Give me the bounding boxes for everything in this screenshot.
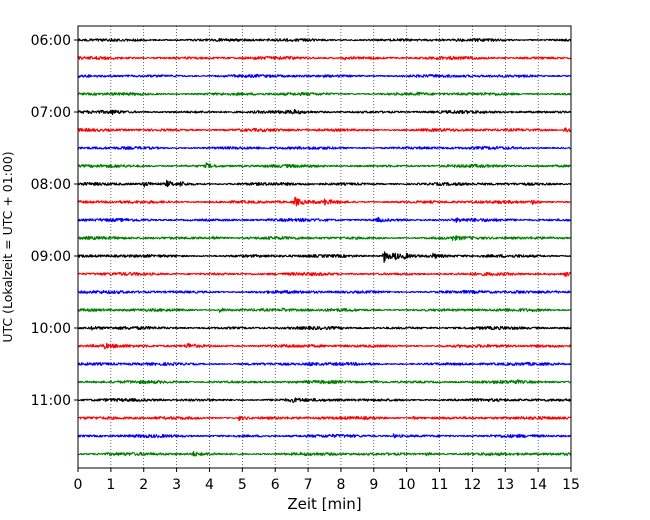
trace-0815 [77,196,572,207]
x-tick-label: 10 [398,477,416,493]
y-tick-label: 06:00 [31,33,71,49]
trace-0745 [77,162,572,169]
trace-0615 [77,55,572,61]
trace-0930 [77,289,572,295]
y-tick-label: 11:00 [31,393,71,409]
x-tick-label: 12 [463,477,481,493]
trace-0945 [77,307,572,313]
x-tick-label: 6 [271,477,280,493]
plot-area-frame [77,25,572,469]
trace-1030 [77,361,572,367]
x-tick-label: 11 [431,477,449,493]
x-tick-label: 14 [529,477,547,493]
trace-0645 [77,91,572,97]
y-tick-label: 09:00 [31,249,71,265]
y-tick-label: 10:00 [31,321,71,337]
trace-0715 [77,127,572,133]
x-tick-label: 1 [106,477,115,493]
trace-1115 [77,415,572,422]
x-tick-label: 7 [304,477,313,493]
x-tick-label: 3 [172,477,181,493]
x-tick-label: 2 [139,477,148,493]
trace-0845 [77,235,572,242]
x-tick-label: 8 [336,477,345,493]
y-tick-label: 08:00 [31,177,71,193]
trace-0730 [77,145,572,151]
x-tick-label: 13 [496,477,514,493]
x-tick-label: 5 [238,477,247,493]
trace-0800 [77,179,572,188]
trace-1045 [77,379,572,385]
x-tick-label: 9 [369,477,378,493]
trace-0830 [77,216,572,223]
trace-1015 [77,342,572,350]
trace-0915 [77,271,572,278]
trace-0900 [77,251,572,264]
x-axis-label: Zeit [min] [287,495,361,513]
trace-1130 [77,433,572,439]
x-tick-label: 4 [205,477,214,493]
y-tick-label: 07:00 [31,105,71,121]
trace-0630 [77,73,572,79]
y-axis-ticks: 06:00 07:00 08:00 09:00 10:00 11:00 [31,33,78,409]
trace-1145 [77,450,572,457]
trace-1000 [77,325,572,331]
x-tick-label: 0 [74,477,83,493]
trace-0600 [77,37,572,43]
y-axis-label: UTC (Lokalzeit = UTC + 01:00) [0,151,15,342]
trace-0700 [77,109,572,116]
x-axis-ticks: 0 1 2 3 4 5 6 7 8 9 10 11 12 13 14 15 [74,468,580,493]
x-tick-label: 15 [562,477,580,493]
seismic-traces [77,37,572,457]
trace-1100 [77,397,572,404]
